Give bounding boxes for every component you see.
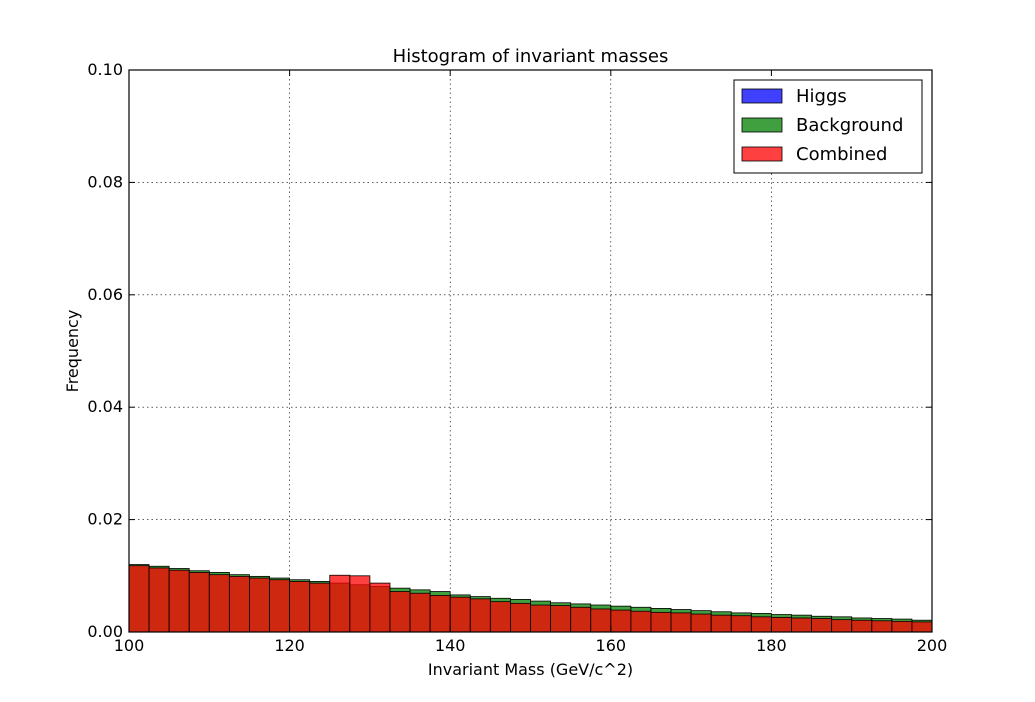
bar-combined xyxy=(750,616,772,633)
bar-combined xyxy=(530,604,551,633)
plot-frame xyxy=(128,69,933,633)
bar-combined xyxy=(911,621,933,633)
ticks-layer: 100 120 140 160 180 200 0.00 0.02 0.04 0.06 0.08 0.… xyxy=(87,60,947,655)
x-tick-label: 100 xyxy=(114,636,145,655)
bar-combined xyxy=(128,565,150,633)
legend-label-background: Background xyxy=(796,115,903,136)
bar-combined xyxy=(369,582,391,633)
bar-combined xyxy=(670,612,692,633)
bar-combined xyxy=(429,595,451,633)
bar-combined xyxy=(590,608,612,633)
bar-combined xyxy=(871,620,893,633)
bar-combined xyxy=(469,598,491,633)
bar-combined xyxy=(148,567,170,633)
bar-combined xyxy=(730,615,752,633)
bar-combined xyxy=(329,574,351,633)
bar-combined xyxy=(188,572,210,633)
bar-combined xyxy=(289,581,311,633)
bar-combined xyxy=(228,575,250,633)
y-tick-label: 0.04 xyxy=(87,397,123,416)
bar-combined xyxy=(389,591,411,633)
bar-combined xyxy=(168,569,190,633)
x-tick-label: 200 xyxy=(917,636,948,655)
bar-combined xyxy=(550,605,572,633)
y-tick-label: 0.06 xyxy=(87,285,123,304)
bar-combined xyxy=(309,582,331,633)
bar-combined xyxy=(570,606,592,633)
legend-label-higgs: Higgs xyxy=(796,86,847,107)
bar-combined xyxy=(811,618,833,633)
bar-combined xyxy=(771,616,792,633)
bar-combined xyxy=(650,611,672,633)
x-tick-label: 120 xyxy=(274,636,305,655)
bars-layer xyxy=(128,564,933,633)
x-tick-label: 180 xyxy=(756,636,787,655)
x-tick-label: 160 xyxy=(596,636,627,655)
bar-combined xyxy=(449,596,471,633)
bar-combined xyxy=(610,609,632,633)
legend-label-combined: Combined xyxy=(796,144,887,165)
legend-swatch-higgs xyxy=(741,88,783,104)
bar-combined xyxy=(349,575,371,633)
x-tick-label: 140 xyxy=(435,636,466,655)
bar-combined xyxy=(269,579,290,633)
y-tick-label: 0.00 xyxy=(87,622,123,641)
bar-combined xyxy=(489,601,511,633)
bar-combined xyxy=(690,613,712,633)
bar-combined xyxy=(710,614,732,633)
y-axis-label: Frequency xyxy=(63,310,82,393)
legend: Higgs Background Combined xyxy=(733,79,923,174)
bar-combined xyxy=(891,620,913,633)
bar-combined xyxy=(630,610,652,633)
bar-combined xyxy=(791,617,812,633)
bar-combined xyxy=(510,602,531,633)
y-tick-label: 0.02 xyxy=(87,510,123,529)
y-tick-label: 0.08 xyxy=(87,172,123,191)
bar-combined xyxy=(249,577,270,633)
bar-combined xyxy=(831,619,853,633)
x-axis-label: Invariant Mass (GeV/c^2) xyxy=(428,660,633,679)
chart-title: Histogram of invariant masses xyxy=(393,46,669,67)
bar-combined xyxy=(409,592,431,633)
legend-swatch-combined xyxy=(741,146,783,162)
bar-combined xyxy=(208,574,230,633)
legend-swatch-background xyxy=(741,117,783,133)
y-tick-label: 0.10 xyxy=(87,60,123,79)
bar-combined xyxy=(851,619,873,633)
series-combined xyxy=(128,565,933,633)
